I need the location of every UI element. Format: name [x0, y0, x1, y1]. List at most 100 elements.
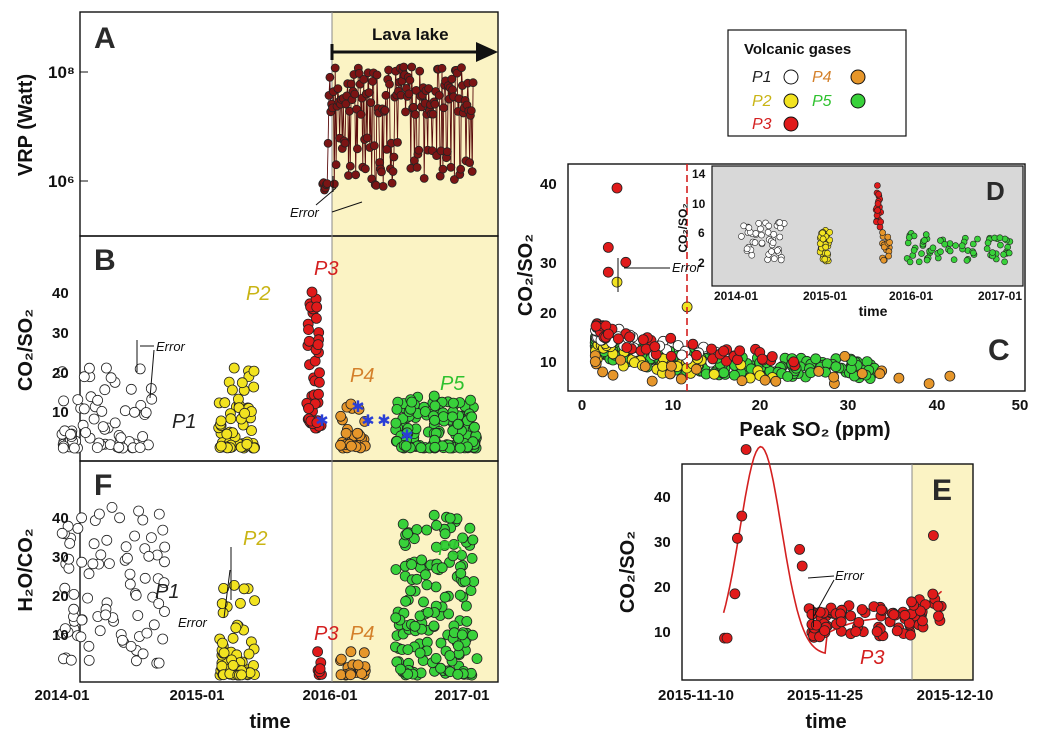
f-point-p5	[414, 647, 426, 659]
a-point	[456, 164, 466, 174]
c-point-p4	[923, 378, 935, 390]
f-point-p1	[124, 578, 136, 590]
b-point-p5	[390, 417, 402, 429]
d-point-p2	[824, 249, 831, 257]
a-point	[369, 141, 379, 151]
f-error-pointer	[223, 569, 231, 619]
b-point-p1	[109, 417, 121, 429]
e-label-p3: P3	[860, 647, 884, 669]
f-point-p5	[436, 562, 448, 574]
f-point-p1	[153, 598, 165, 609]
a-error-pointer	[315, 187, 337, 206]
b-point-p1	[69, 442, 80, 454]
f-point-p5	[435, 662, 447, 674]
f-point-p1	[94, 625, 106, 637]
c-point-p3	[611, 182, 623, 194]
time-x-label: time	[249, 711, 290, 733]
e-y-tick: 30	[654, 534, 671, 551]
a-point	[447, 74, 457, 84]
d-y-label: CO₂/SO₂	[676, 203, 690, 252]
d-point-p5	[989, 249, 996, 256]
d-point-p5	[922, 231, 930, 238]
d-point-p5	[984, 239, 992, 247]
d-point-p5	[921, 237, 928, 244]
b-point-p3	[312, 339, 324, 351]
f-point-p5	[455, 568, 467, 579]
f-point-p1	[124, 568, 136, 580]
b-point-p1	[125, 383, 137, 395]
d-point-p1	[752, 230, 760, 237]
f-point-p1	[75, 631, 87, 643]
f-point-p1	[114, 512, 125, 524]
f-point-p1	[68, 589, 80, 600]
e-point-p3	[729, 588, 741, 600]
e-y-ticks: 10 20 30 40	[654, 489, 671, 641]
b-point-p5	[452, 418, 464, 430]
c-point-p5	[718, 367, 730, 379]
b-label-p4: P4	[350, 365, 374, 387]
c-point-p4	[770, 375, 782, 387]
e-error-pointer	[807, 575, 835, 579]
f-label-p2: P2	[243, 528, 267, 550]
b-point-p5	[391, 403, 403, 415]
f-point-p1	[82, 592, 93, 604]
c-point-p4	[666, 360, 677, 372]
b-y-tick: 10	[52, 404, 69, 421]
f-point-p5	[439, 591, 451, 603]
f-point-p4	[352, 659, 364, 671]
d-x-tick: 2017-01	[978, 289, 1022, 303]
f-point-p5	[464, 522, 476, 534]
f-point-p5	[421, 579, 433, 591]
a-point	[325, 72, 335, 82]
a-point	[409, 102, 418, 112]
f-y-tick: 20	[52, 588, 69, 605]
b-point-p2	[248, 365, 260, 377]
a-point	[377, 167, 386, 177]
e-point-p3	[732, 532, 743, 544]
c-point-p4	[736, 375, 748, 387]
d-point-p2	[819, 229, 826, 237]
b-point-p1	[134, 442, 146, 454]
d-point-p5	[963, 257, 971, 264]
e-error-pointer	[813, 579, 835, 617]
b-point-p3	[303, 324, 314, 336]
f-point-p1	[143, 550, 155, 562]
d-point-p1	[774, 247, 781, 254]
a-error-pointer	[331, 201, 363, 213]
f-point-p1	[83, 655, 95, 666]
b-point-p1	[97, 421, 109, 433]
d-point-p1	[770, 231, 778, 238]
panel-letter-a: A	[94, 22, 116, 55]
b-point-p3	[311, 301, 323, 313]
f-point-p5	[402, 644, 414, 655]
b-point-p1	[129, 406, 140, 418]
d-point-p5	[941, 240, 949, 248]
d-point-p3	[877, 218, 885, 226]
c-point-p4	[893, 372, 905, 384]
b-point-p4	[345, 398, 357, 410]
f-point-p5	[430, 581, 442, 593]
d-point-p1	[764, 229, 772, 236]
d-point-p1	[769, 239, 777, 246]
d-point-p1	[770, 255, 778, 263]
b-point-p5	[429, 414, 441, 426]
f-point-p1	[125, 641, 137, 652]
a-point	[446, 162, 456, 172]
e-point-p3	[796, 560, 808, 572]
a-point	[401, 107, 410, 117]
d-point-p5	[983, 245, 991, 252]
d-point-p4	[885, 252, 892, 260]
a-point	[389, 152, 399, 162]
e-y-tick: 20	[654, 579, 671, 596]
legend-marker-p5	[850, 93, 866, 109]
f-point-p1	[104, 558, 115, 569]
d-x-tick: 2015-01	[803, 289, 847, 303]
f-point-p4	[358, 647, 370, 659]
d-point-p1	[765, 222, 773, 230]
f-point-p5	[467, 534, 479, 546]
b-label-p2: P2	[246, 283, 270, 305]
f-point-p2	[243, 648, 255, 660]
c-point-p2	[611, 276, 623, 288]
a-y-label: VRP (Watt)	[15, 74, 37, 176]
